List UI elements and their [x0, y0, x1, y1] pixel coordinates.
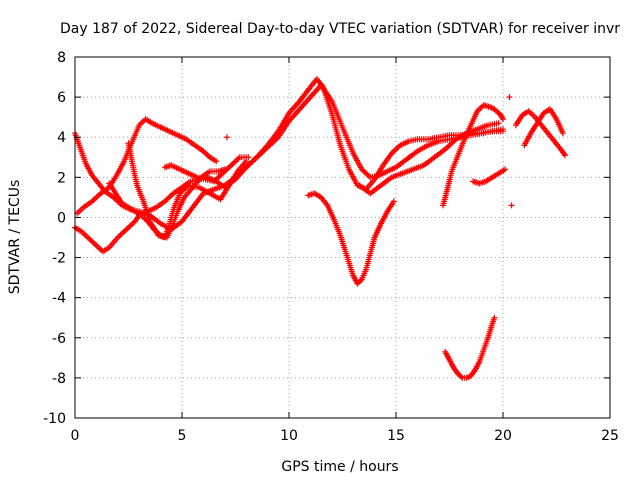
y-tick-label: 4 [57, 130, 66, 146]
y-tick-label: 2 [57, 170, 66, 186]
y-axis-title: SDTVAR / TECUs [7, 180, 23, 295]
data-point [390, 198, 397, 205]
data-points [72, 76, 569, 381]
x-tick-label: 25 [601, 428, 619, 444]
data-point [500, 128, 506, 135]
data-point [500, 116, 506, 123]
y-tick-label: -10 [43, 411, 66, 427]
x-tick-label: 10 [280, 428, 298, 444]
y-tick-label: 8 [57, 50, 66, 66]
x-tick-label: 20 [494, 428, 512, 444]
y-tick-label: 6 [57, 90, 66, 106]
x-tick-label: 0 [71, 428, 80, 444]
y-tick-label: -6 [52, 331, 66, 347]
x-tick-label: 5 [178, 428, 187, 444]
axis-ticks: 0 5 10 15 20 25 -10 -8 -6 -4 -2 0 2 4 6 8 [43, 50, 619, 444]
data-point [506, 94, 513, 101]
x-tick-label: 15 [387, 428, 405, 444]
data-point [245, 154, 252, 161]
plot-frame [74, 56, 611, 419]
data-point [223, 134, 230, 141]
data-point [495, 120, 502, 127]
x-axis-title: GPS time / hours [281, 459, 398, 475]
data-point [499, 114, 506, 121]
chart-title: Day 187 of 2022, Sidereal Day-to-day VTE… [60, 21, 620, 37]
data-point [508, 202, 515, 209]
data-point [559, 130, 566, 137]
y-tick-label: -4 [52, 291, 66, 307]
data-point [562, 152, 569, 159]
data-point [213, 158, 220, 165]
y-tick-label: -2 [52, 251, 66, 267]
y-tick-label: 0 [57, 210, 66, 226]
data-point [502, 166, 509, 173]
y-tick-label: -8 [52, 371, 66, 387]
data-point [491, 314, 498, 321]
